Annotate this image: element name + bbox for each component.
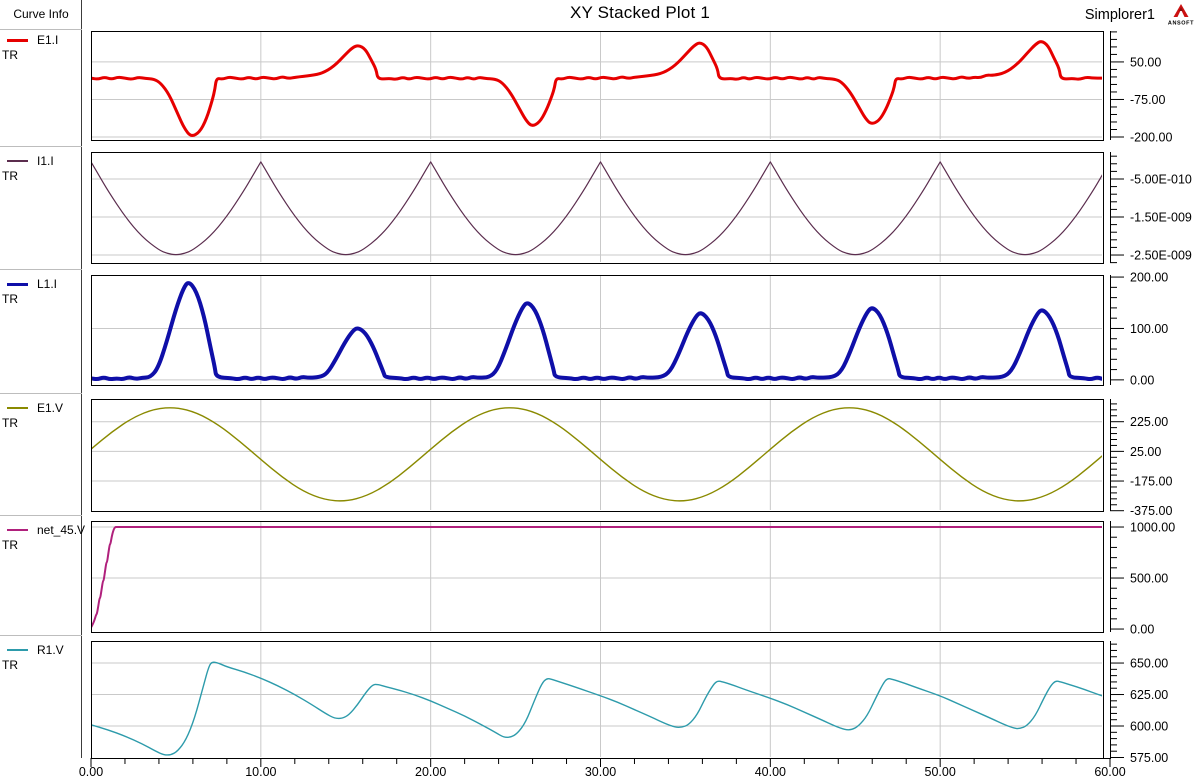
y-tick-label: 225.00 (1130, 415, 1168, 429)
legend-entry-net_45.V[interactable]: net_45.V TR (0, 523, 86, 552)
legend-separator (0, 146, 82, 147)
legend-trace-type: TR (2, 658, 18, 672)
plot-border (91, 275, 1104, 386)
x-tick-label: 10.00 (245, 765, 276, 779)
legend-curve-name: L1.I (37, 277, 58, 291)
y-tick-label: 575.00 (1130, 751, 1168, 765)
curve-L1.I (92, 281, 1102, 382)
curve-I1.I (92, 161, 1102, 256)
legend-curve-name: E1.V (37, 401, 64, 415)
design-brand: Simplorer1 ANSOFT (1085, 3, 1197, 27)
curve-E1.I (92, 40, 1102, 137)
y-tick-label: -75.00 (1130, 93, 1165, 107)
page-title: XY Stacked Plot 1 (569, 3, 711, 22)
legend-swatch (7, 282, 28, 286)
y-tick-label: -375.00 (1130, 504, 1172, 518)
y-tick-label: 0.00 (1130, 623, 1154, 637)
y-axis-I1.I: -5.00E-010 -1.50E-009 -2.50E-009 (1110, 152, 1192, 264)
plot-net_45.V: 1000.00 500.00 0.00 (91, 521, 1175, 637)
ansoft-logo-text: ANSOFT (1168, 21, 1194, 27)
legend-swatch (7, 160, 28, 162)
y-tick-label: 200.00 (1130, 271, 1168, 285)
legend-curve-name: R1.V (37, 643, 64, 657)
x-axis: 0.00 10.00 20.00 30.00 40.00 50.00 60.00 (79, 758, 1126, 779)
plot-I1.I: -5.00E-010 -1.50E-009 -2.50E-009 (91, 152, 1192, 264)
legend-swatch (7, 529, 28, 531)
plot-L1.I: 200.00 100.00 0.00 (91, 271, 1168, 387)
x-tick-label: 0.00 (79, 765, 103, 779)
y-tick-label: 600.00 (1130, 720, 1168, 734)
y-tick-label: 650.00 (1130, 657, 1168, 671)
legend-entry-R1.V[interactable]: R1.V TR (0, 643, 82, 672)
legend-entry-E1.V[interactable]: E1.V TR (0, 401, 82, 430)
legend-separator (0, 515, 82, 516)
ansoft-logo: ANSOFT (1165, 3, 1197, 27)
y-axis-E1.V: 225.00 25.00 -175.00 -375.00 (1110, 399, 1172, 518)
legend-entry-E1.I[interactable]: E1.I TR (0, 33, 82, 62)
y-tick-label: 100.00 (1130, 322, 1168, 336)
legend-trace-type: TR (2, 48, 18, 62)
y-axis-net_45.V: 1000.00 500.00 0.00 (1110, 521, 1175, 637)
legend-curve-name: net_45.V (37, 523, 86, 537)
y-tick-label: 625.00 (1130, 688, 1168, 702)
grid-R1.V (92, 642, 1102, 757)
legend-curve-name: E1.I (37, 33, 59, 47)
legend-separator (0, 269, 82, 270)
grid-net_45.V (92, 522, 1102, 631)
curve-info-header: Curve Info (13, 7, 69, 21)
y-axis-L1.I: 200.00 100.00 0.00 (1110, 271, 1168, 387)
legend-entry-I1.I[interactable]: I1.I TR (0, 154, 82, 183)
y-tick-label: -2.50E-009 (1130, 249, 1192, 263)
y-tick-label: -175.00 (1130, 475, 1172, 489)
curve-info-panel: Curve Info E1.I TR I1.I TR L1.I TR E1.V TR net_4… (0, 0, 86, 758)
grid-I1.I (92, 153, 1102, 262)
y-tick-label: 25.00 (1130, 445, 1161, 459)
grid-E1.I (92, 32, 1102, 139)
legend-curve-name: I1.I (37, 154, 54, 168)
x-tick-label: 50.00 (925, 765, 956, 779)
grid-E1.V (92, 400, 1102, 510)
y-tick-label: 500.00 (1130, 572, 1168, 586)
curve-E1.V (92, 407, 1102, 502)
x-tick-label: 60.00 (1094, 765, 1125, 779)
legend-trace-type: TR (2, 416, 18, 430)
plot-border (91, 152, 1104, 264)
legend-swatch (7, 407, 28, 409)
x-tick-label: 30.00 (585, 765, 616, 779)
legend-separator (0, 393, 82, 394)
y-tick-label: 50.00 (1130, 55, 1161, 69)
curve-R1.V (92, 661, 1102, 756)
y-tick-label: 1000.00 (1130, 521, 1175, 535)
y-tick-label: -1.50E-009 (1130, 211, 1192, 225)
legend-separator (0, 29, 82, 30)
grid-L1.I (92, 276, 1102, 384)
legend-swatch (7, 649, 28, 651)
plot-border (91, 521, 1104, 633)
plot-E1.V: 225.00 25.00 -175.00 -375.00 (91, 399, 1172, 518)
legend-swatch (7, 38, 28, 42)
design-name: Simplorer1 (1084, 7, 1155, 23)
y-axis-R1.V: 650.00 625.00 600.00 575.00 (1110, 641, 1168, 765)
legend-trace-type: TR (2, 292, 18, 306)
plot-border (91, 399, 1104, 512)
x-tick-label: 20.00 (415, 765, 446, 779)
legend-separator (0, 635, 82, 636)
plot-E1.I: 50.00 -75.00 -200.00 (91, 31, 1172, 145)
y-axis-E1.I: 50.00 -75.00 -200.00 (1110, 31, 1172, 145)
plot-border (91, 641, 1104, 759)
legend-entry-L1.I[interactable]: L1.I TR (0, 277, 82, 306)
x-tick-label: 40.00 (755, 765, 786, 779)
y-tick-label: -5.00E-010 (1130, 172, 1192, 186)
y-tick-label: 0.00 (1130, 373, 1154, 387)
y-tick-label: -200.00 (1130, 131, 1172, 145)
legend-trace-type: TR (2, 538, 18, 552)
plot-R1.V: 650.00 625.00 600.00 575.00 (91, 641, 1168, 765)
curve-net_45.V (92, 526, 1102, 628)
plot-border (91, 31, 1104, 141)
legend-trace-type: TR (2, 169, 18, 183)
